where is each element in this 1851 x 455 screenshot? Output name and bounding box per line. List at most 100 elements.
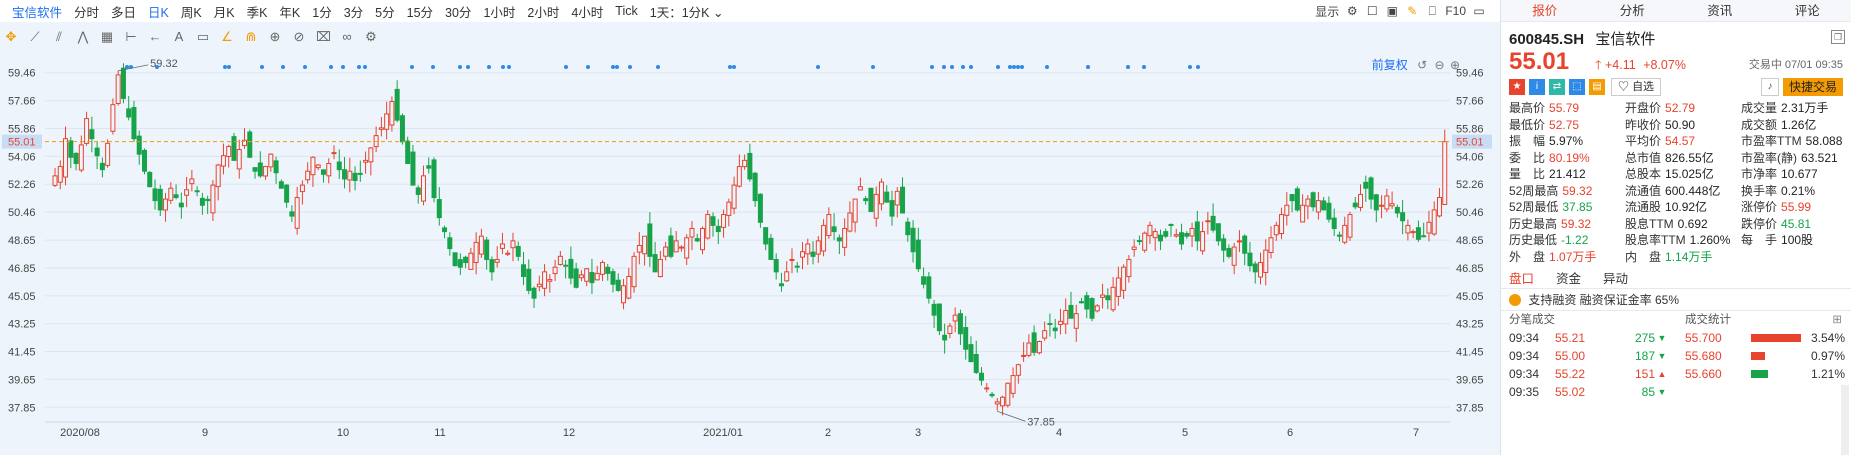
camera-icon[interactable]: ▣: [1386, 4, 1398, 18]
note-tool-icon[interactable]: ▭: [196, 29, 210, 44]
period-8[interactable]: 1分: [312, 5, 332, 20]
right-tab-3[interactable]: 评论: [1794, 4, 1820, 18]
candle-body: [894, 190, 900, 206]
period-2[interactable]: 多日: [111, 5, 137, 20]
candle-body: [152, 188, 158, 202]
magnet-icon[interactable]: ⋒: [245, 29, 257, 44]
zoom-in-icon[interactable]: ⊕: [1449, 58, 1460, 72]
last-price: 55.01: [1509, 48, 1570, 75]
candle-body: [63, 138, 69, 178]
candle-body: [573, 268, 579, 288]
settings-icon[interactable]: ⚙: [1346, 4, 1358, 18]
candle-body: [652, 254, 658, 273]
lock-icon[interactable]: ⊕: [269, 29, 281, 44]
china-flag-icon[interactable]: ★: [1509, 79, 1525, 95]
period-13[interactable]: 1小时: [483, 5, 516, 20]
right-tab-1[interactable]: 分析: [1619, 4, 1645, 18]
stat-price: 55.660: [1685, 367, 1722, 381]
expand-icon[interactable]: ⊞: [1832, 314, 1842, 326]
zoom-out-icon[interactable]: ⊖: [1434, 58, 1445, 72]
tick-volume: 151: [1634, 367, 1655, 381]
candle-body: [526, 268, 532, 291]
candle-body: [168, 187, 174, 201]
right-tab-2[interactable]: 资讯: [1707, 4, 1733, 18]
fq-button[interactable]: 前复权: [1371, 58, 1408, 72]
candle-body: [1215, 223, 1221, 242]
period-10[interactable]: 5分: [375, 5, 395, 20]
y-tick-label-left: 37.85: [8, 402, 36, 414]
grid-tool-icon[interactable]: ▦: [100, 29, 114, 44]
kline-chart[interactable]: 59.46 59.46 57.66 57.66 55.86 55.86 54.06 54.06…: [0, 52, 1500, 455]
channel-tool-icon[interactable]: ⫽: [56, 29, 62, 44]
sub-tab-0[interactable]: 盘口: [1509, 272, 1535, 286]
hk-icon[interactable]: ⬚: [1569, 79, 1585, 95]
period-17[interactable]: 1天：1分K ⌄: [649, 5, 724, 20]
candle-body: [647, 223, 653, 257]
candle-body: [1121, 266, 1127, 291]
candle-body: [1021, 354, 1027, 357]
period-11[interactable]: 15分: [406, 5, 434, 20]
period-14[interactable]: 2小时: [527, 5, 560, 20]
candle-body: [1405, 224, 1411, 234]
arrow-tool-icon[interactable]: ←: [148, 29, 162, 44]
info-icon[interactable]: i: [1529, 79, 1545, 95]
quote-label: 52周最低: [1509, 200, 1559, 214]
candle-body: [699, 227, 705, 251]
quote-label: 每 手: [1741, 233, 1778, 247]
quote-cell: 内 盘 1.14万手: [1625, 249, 1741, 266]
move-cross-icon[interactable]: ✥: [5, 29, 17, 44]
text-tool-icon[interactable]: A: [174, 29, 184, 44]
settings-small-icon[interactable]: ⚙: [365, 29, 377, 44]
columns-icon[interactable]: ⎕: [1428, 4, 1436, 18]
pen-icon[interactable]: ✎: [1407, 4, 1418, 18]
add-watchlist-button[interactable]: ♡ 自选: [1611, 78, 1662, 96]
high-annotation: 59.32: [150, 58, 178, 70]
stats-list[interactable]: 55.700 3.54% 55.680 0.97% 55.660 1.21%: [1677, 329, 1851, 383]
hide-icon[interactable]: ⊘: [293, 29, 305, 44]
range-tool-icon[interactable]: ⊢: [125, 29, 137, 44]
vertical-scrollbar[interactable]: [1841, 385, 1849, 455]
period-6[interactable]: 季K: [246, 5, 268, 20]
period-7[interactable]: 年K: [279, 5, 301, 20]
collapse-icon[interactable]: ❐: [1831, 30, 1845, 44]
period-1[interactable]: 分时: [74, 5, 100, 20]
y-tick-label-left: 43.25: [8, 319, 36, 331]
quote-value: 1.14万手: [1665, 249, 1713, 264]
period-9[interactable]: 3分: [343, 5, 364, 20]
link-icon[interactable]: ∞: [342, 29, 352, 44]
wave-tool-icon[interactable]: ⋀: [77, 29, 89, 44]
f10-button[interactable]: F10: [1445, 4, 1466, 18]
trade-status: 交易中 07/01 09:35: [1748, 59, 1843, 71]
kline-svg[interactable]: 59.46 59.46 57.66 57.66 55.86 55.86 54.06 54.06…: [0, 52, 1500, 455]
period-16[interactable]: Tick: [615, 4, 638, 18]
event-marker: [728, 65, 732, 69]
quote-label: 最低价: [1509, 117, 1546, 132]
quick-trade-button[interactable]: 快捷交易: [1782, 78, 1843, 96]
reset-icon[interactable]: ↺: [1417, 58, 1428, 72]
period-5[interactable]: 月K: [213, 5, 235, 20]
margin-icon[interactable]: ▤: [1589, 79, 1605, 95]
period-4[interactable]: 周K: [180, 5, 202, 20]
trash-icon[interactable]: ⌧: [316, 29, 331, 44]
candle-body: [921, 276, 927, 285]
window-icon[interactable]: ▭: [1473, 4, 1485, 18]
sub-tab-1[interactable]: 资金: [1556, 272, 1582, 286]
quote-cell: 换手率 0.21%: [1741, 183, 1851, 200]
event-marker: [564, 65, 568, 69]
sub-tab-2[interactable]: 异动: [1603, 272, 1629, 286]
right-tab-0[interactable]: 报价: [1532, 4, 1558, 18]
quote-label: 涨停价: [1741, 200, 1778, 214]
ticks-list[interactable]: 09:34 55.21 275 ▼ 09:34 55.00 187 ▼ 09:34 55.22 15…: [1501, 329, 1677, 401]
checkbox-icon[interactable]: ☐: [1366, 4, 1378, 18]
stat-row: 55.660 1.21%: [1677, 365, 1851, 383]
display-menu[interactable]: 显示: [1315, 4, 1340, 19]
period-12[interactable]: 30分: [445, 5, 472, 20]
period-3[interactable]: 日K: [148, 5, 169, 20]
period-15[interactable]: 4小时: [571, 5, 604, 20]
angle-tool-icon[interactable]: ∠: [221, 29, 233, 44]
bell-icon[interactable]: ♪: [1760, 78, 1779, 96]
line-tool-icon[interactable]: ⟋: [30, 29, 40, 44]
candle-body: [1389, 203, 1395, 207]
period-0[interactable]: 宝信软件: [12, 5, 63, 20]
shuffle-icon[interactable]: ⇄: [1549, 79, 1565, 95]
